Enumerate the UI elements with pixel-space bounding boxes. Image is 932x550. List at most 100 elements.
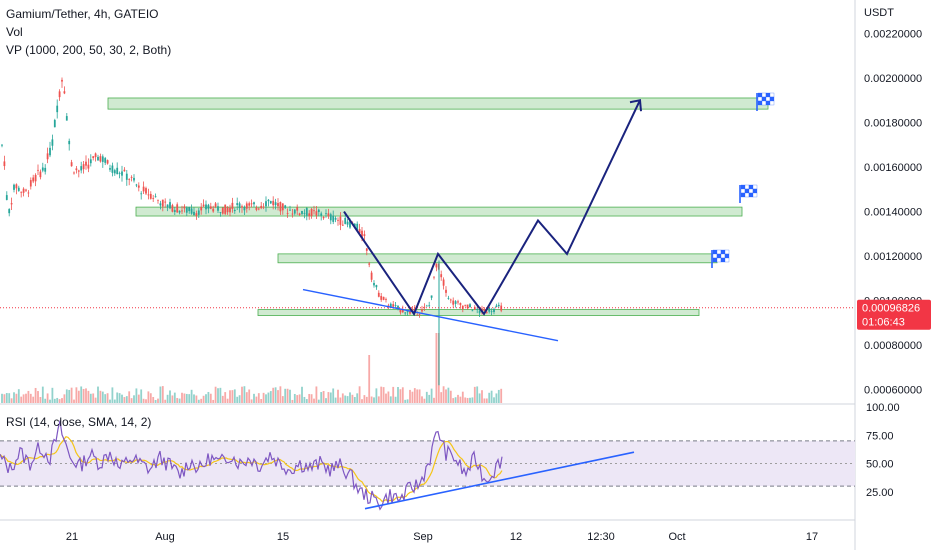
candle-body: [339, 216, 342, 225]
flag-cell: [769, 96, 775, 102]
volume-bar: [327, 392, 330, 403]
candle-body: [454, 301, 457, 304]
volume-bar: [291, 399, 294, 403]
candle-body: [217, 206, 219, 211]
price-trendline[interactable]: [302, 288, 559, 342]
candle-body: [159, 203, 162, 206]
candle-body: [5, 195, 8, 200]
candle-body: [449, 299, 452, 301]
candle-body: [229, 207, 231, 213]
target-flags[interactable]: [711, 92, 775, 268]
volume-bar: [375, 388, 378, 403]
flag-cell: [761, 100, 767, 106]
price-tick-label: 0.00060000: [864, 385, 922, 397]
candle-body: [269, 201, 272, 204]
volume-bar: [1, 393, 3, 403]
candle-body: [65, 116, 68, 121]
candle-body: [293, 209, 296, 214]
candle-body: [68, 140, 71, 145]
volume-bar: [190, 389, 193, 403]
price-axis[interactable]: [855, 0, 932, 550]
volume-bar: [267, 392, 270, 403]
candle-body: [209, 206, 212, 209]
candle-body: [82, 164, 85, 170]
price-tick-label: 0.00120000: [864, 251, 922, 263]
candle-body: [152, 198, 155, 199]
volume-bar: [217, 388, 219, 403]
support-resistance-zones[interactable]: [107, 97, 769, 316]
volume-bar: [380, 386, 383, 403]
candle-body: [125, 173, 128, 180]
candle-body: [284, 205, 287, 208]
volume-bar: [238, 395, 241, 403]
candle-body: [370, 272, 373, 280]
candle-body: [243, 207, 246, 211]
volume-bar: [97, 386, 99, 403]
volume-bar: [320, 392, 323, 403]
candle-body: [75, 168, 78, 171]
candle-body: [361, 230, 363, 238]
volume-bar: [224, 392, 227, 403]
candle-body: [61, 79, 63, 82]
candle-body: [380, 295, 383, 300]
checkered-flag-icon: [711, 249, 730, 268]
candle-body: [133, 177, 135, 181]
volume-bar: [145, 399, 147, 403]
projection-arrowhead: [629, 99, 642, 112]
rsi-legend[interactable]: RSI (14, close, SMA, 14, 2): [6, 415, 152, 429]
price-ticks: 0.000600000.000800000.001000000.00120000…: [864, 28, 922, 396]
volume-bar: [353, 397, 356, 403]
candle-body: [106, 160, 109, 164]
rsi-trendline[interactable]: [364, 451, 635, 510]
candle-body: [161, 199, 164, 207]
volume-bar: [305, 399, 308, 403]
candle-body: [375, 285, 378, 288]
volume-bar: [109, 399, 111, 403]
volume-bar: [322, 391, 325, 403]
time-tick-label: Oct: [668, 531, 685, 543]
candle-body: [493, 308, 495, 313]
volume-bar: [157, 398, 159, 403]
volume-bar: [82, 388, 85, 403]
candle-body: [497, 304, 500, 307]
volume-bar: [200, 398, 203, 403]
volume-bar: [241, 386, 243, 403]
candle-body: [274, 202, 277, 206]
volume-bar: [500, 388, 503, 403]
volume-bar: [236, 396, 239, 403]
volume-bar: [368, 355, 371, 403]
candle-body: [363, 234, 366, 236]
candle-body: [327, 213, 330, 217]
flag-cell: [720, 257, 726, 263]
candle-body: [22, 188, 25, 193]
volume-bar: [248, 389, 251, 403]
volume-bar: [229, 390, 231, 403]
volume-bar: [334, 397, 337, 403]
flag-cell: [748, 184, 754, 190]
candle-body: [337, 219, 339, 221]
projection-path[interactable]: [343, 99, 642, 317]
vp-legend[interactable]: VP (1000, 200, 50, 30, 2, Both): [6, 43, 172, 57]
volume-bar: [277, 390, 279, 403]
candle-body: [193, 211, 195, 216]
volume-bar: [8, 393, 11, 403]
volume-bar: [473, 386, 476, 403]
time-tick-label: 15: [277, 531, 289, 543]
candle-body: [397, 305, 399, 309]
volume-bar: [452, 398, 455, 403]
price-tick-label: 0.00200000: [864, 73, 922, 85]
vol-legend[interactable]: Vol: [6, 25, 23, 39]
volume-bar: [447, 387, 450, 403]
flag-cell: [724, 257, 730, 263]
flag-cell: [712, 249, 718, 255]
volume-bar: [303, 396, 306, 403]
volume-bar: [358, 386, 361, 403]
volume-bar: [454, 397, 457, 403]
chart-title[interactable]: Gamium/Tether, 4h, GATEIO: [6, 7, 159, 21]
volume-bar: [411, 391, 414, 403]
candle-body: [435, 263, 438, 268]
volume-bar: [80, 386, 83, 403]
volume-bar: [382, 387, 385, 403]
volume-bar: [169, 390, 171, 403]
